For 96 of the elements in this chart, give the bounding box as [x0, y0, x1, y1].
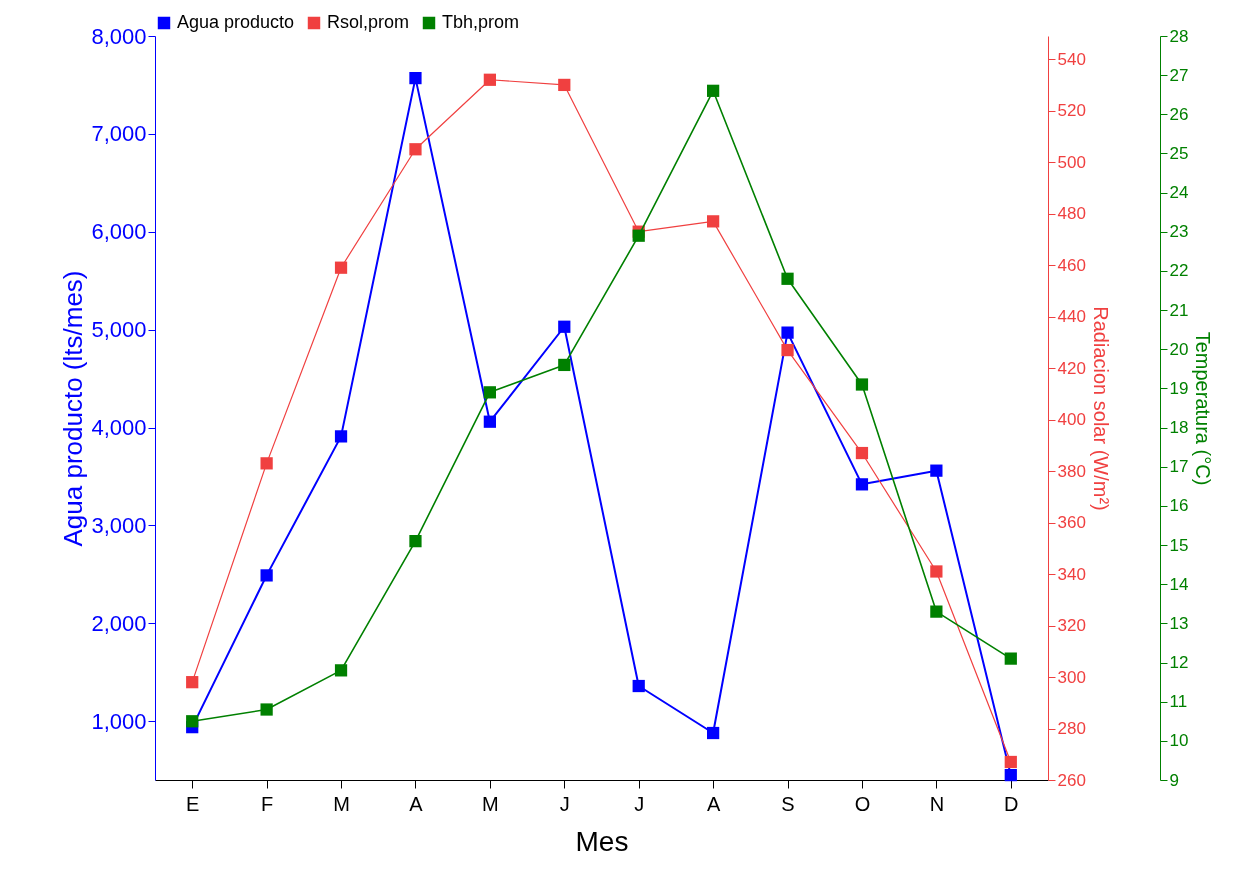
y2-tick-label: 360: [1057, 513, 1086, 533]
y-tick-label: 5,000: [91, 317, 147, 343]
point: [409, 143, 422, 156]
y2-tick-label: 440: [1057, 307, 1086, 327]
y2-tick-label: 280: [1057, 719, 1086, 739]
y3-tick-label: 23: [1169, 222, 1189, 242]
point: [707, 726, 720, 740]
y-tick-label: 2,000: [91, 610, 147, 636]
point: [409, 535, 422, 548]
y-tick-label: 8,000: [91, 23, 147, 49]
point: [781, 326, 794, 339]
point: [707, 84, 720, 97]
y3-tick-label: 24: [1169, 183, 1189, 203]
y2-tick-label: 260: [1057, 770, 1086, 790]
y3-tick-label: 11: [1169, 692, 1188, 712]
y-tick-label: 1,000: [91, 708, 147, 734]
x-tick-label: S: [781, 792, 795, 815]
x-tick-label: J: [634, 792, 645, 815]
point: [334, 664, 348, 677]
point: [1004, 768, 1017, 782]
x-axis-title: Mes: [575, 825, 629, 857]
point: [483, 415, 496, 428]
y2-tick-label: 340: [1057, 564, 1086, 584]
point: [930, 605, 943, 618]
legend-label: Agua producto: [177, 12, 295, 32]
point: [632, 229, 645, 242]
y3-tick-label: 13: [1169, 613, 1189, 633]
y3-tick-label: 9: [1169, 770, 1179, 790]
x-tick-label: N: [929, 792, 945, 815]
y-tick-label: 6,000: [91, 219, 147, 245]
point: [1004, 652, 1017, 665]
legend-label: Tbh,prom: [442, 12, 520, 32]
point: [632, 679, 645, 693]
point: [1004, 755, 1017, 769]
point: [558, 358, 571, 372]
point: [558, 78, 571, 92]
x-tick-label: J: [559, 792, 570, 815]
point: [855, 378, 869, 391]
y3-tick-label: 25: [1169, 143, 1189, 163]
y-axis-title: Agua producto (lts/mes): [58, 270, 89, 547]
point: [781, 343, 794, 357]
point: [855, 478, 869, 491]
point: [707, 215, 720, 228]
x-tick-label: M: [482, 792, 499, 815]
point: [483, 386, 496, 399]
y3-tick-label: 27: [1169, 65, 1189, 85]
point: [260, 569, 273, 582]
y2-tick-label: 540: [1057, 49, 1086, 69]
y2-tick-label: 400: [1057, 410, 1086, 430]
y2-tick-label: 380: [1057, 461, 1086, 481]
y3-tick-label: 16: [1169, 496, 1189, 516]
y3-tick-label: 14: [1169, 574, 1189, 594]
x-tick-label: M: [333, 792, 350, 815]
y3-tick-label: 10: [1169, 731, 1189, 751]
point: [334, 261, 348, 274]
point: [334, 430, 348, 443]
point: [558, 320, 571, 333]
y3-tick-label: 21: [1169, 300, 1189, 320]
point: [260, 457, 273, 470]
x-tick-label: E: [186, 792, 200, 815]
y2-tick-label: 480: [1057, 204, 1086, 224]
x-tick-label: D: [1004, 792, 1019, 815]
y2-axis-title: Radiacion solar (W/m²): [1089, 306, 1112, 511]
x-tick-label: F: [261, 792, 274, 815]
y3-tick-label: 17: [1169, 457, 1189, 477]
y3-tick-label: 22: [1169, 261, 1189, 281]
x-tick-label: A: [409, 792, 424, 815]
y3-tick-label: 20: [1169, 339, 1189, 359]
y2-tick-label: 500: [1057, 152, 1086, 172]
point: [855, 446, 869, 460]
point: [781, 272, 794, 285]
point: [930, 565, 943, 578]
point: [483, 73, 496, 86]
y2-tick-label: 320: [1057, 616, 1086, 636]
x-tick-label: A: [706, 792, 721, 815]
x-tick-label: O: [854, 792, 871, 815]
legend-label: Rsol,prom: [327, 12, 410, 32]
y3-tick-label: 12: [1169, 653, 1189, 673]
y3-tick-label: 28: [1169, 26, 1189, 46]
y-tick-label: 4,000: [91, 415, 147, 441]
y2-tick-label: 520: [1057, 101, 1086, 121]
y2-tick-label: 300: [1057, 667, 1086, 687]
y-tick-label: 3,000: [91, 512, 147, 538]
y2-tick-label: 420: [1057, 358, 1086, 378]
y-tick-label: 7,000: [91, 121, 147, 147]
y3-tick-label: 18: [1169, 418, 1189, 438]
y3-tick-label: 15: [1169, 535, 1189, 555]
y3-tick-label: 19: [1169, 378, 1189, 398]
point: [409, 71, 422, 85]
point: [260, 703, 273, 716]
y3-axis-title: Temperatura (°C): [1192, 331, 1215, 486]
point: [186, 676, 199, 689]
point: [186, 715, 199, 728]
point: [930, 464, 943, 477]
y2-tick-label: 460: [1057, 255, 1086, 275]
y3-tick-label: 26: [1169, 104, 1189, 124]
